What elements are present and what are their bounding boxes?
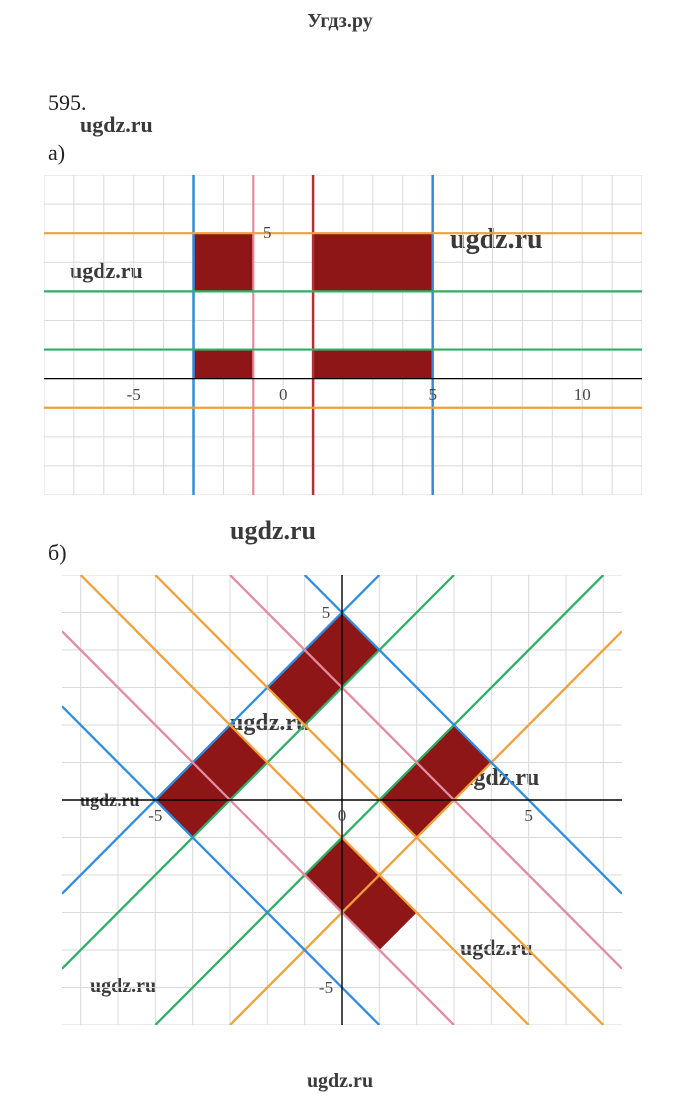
panel-b-label: б) — [48, 540, 67, 566]
grid — [44, 175, 642, 495]
x-tick-label: 0 — [268, 385, 298, 405]
site-header: Угдз.ру — [307, 10, 372, 33]
chart-a: -5 0 5 10 5 — [44, 175, 642, 495]
x-tick-label: 5 — [514, 806, 544, 826]
axes — [62, 575, 622, 1025]
x-tick-label: 10 — [567, 385, 597, 405]
chart-b: -5 0 5 5 -5 — [62, 575, 622, 1025]
diag-line — [62, 631, 454, 1025]
site-footer: ugdz.ru — [307, 1070, 373, 1093]
x-tick-label: 5 — [418, 385, 448, 405]
watermark: ugdz.ru — [230, 516, 316, 546]
plot-svg — [44, 175, 642, 495]
diag-line — [62, 575, 379, 894]
x-tick-label: -5 — [140, 806, 170, 826]
x-tick-label: 0 — [327, 806, 357, 826]
diag-line — [230, 575, 622, 969]
y-tick-label: 5 — [255, 223, 279, 243]
diag-line — [305, 575, 622, 894]
y-tick-label: -5 — [314, 978, 338, 998]
x-tick-label: -5 — [119, 385, 149, 405]
panel-a-label: а) — [48, 140, 65, 166]
page-root: { "header": { "site": "Угдз.ру", "fontsi… — [0, 0, 680, 1098]
watermark: ugdz.ru — [80, 112, 153, 138]
y-tick-label: 5 — [314, 603, 338, 623]
plot-svg — [62, 575, 622, 1025]
shaded-regions — [155, 613, 491, 951]
